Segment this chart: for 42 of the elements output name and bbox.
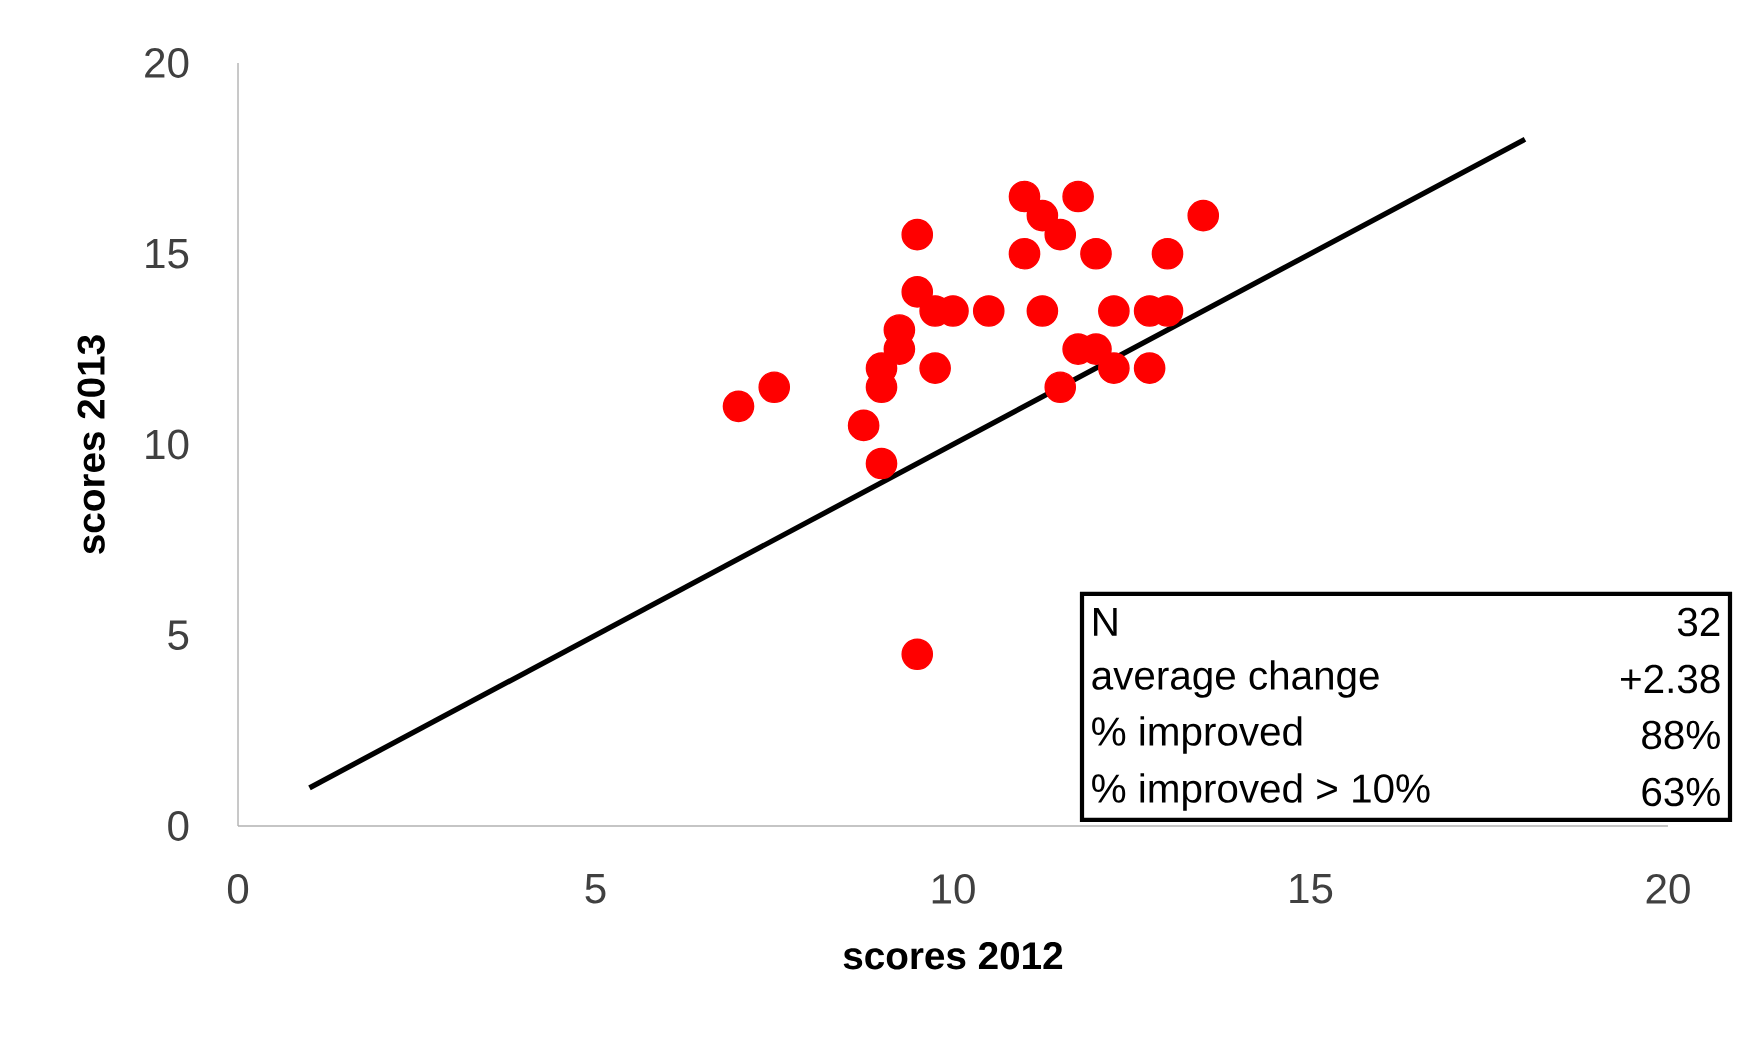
point	[901, 638, 934, 671]
point	[972, 295, 1005, 327]
annotation: average change	[1092, 660, 1379, 698]
point	[722, 390, 755, 423]
point	[1026, 199, 1059, 232]
x-tick-label: 0	[227, 874, 249, 904]
point	[1062, 180, 1094, 213]
point	[1098, 295, 1130, 327]
y-tick-label: 0	[168, 811, 189, 841]
x-axis-title: scores 2012	[843, 942, 1063, 970]
point	[1098, 352, 1130, 385]
annotation: 63%	[1642, 777, 1720, 807]
y-tick-label: 5	[168, 620, 189, 650]
point	[1044, 371, 1077, 404]
point	[919, 352, 951, 385]
point	[1133, 352, 1166, 385]
point	[1080, 237, 1112, 270]
y-tick-label: 15	[146, 239, 189, 269]
annotation: N	[1094, 608, 1117, 636]
point	[1151, 237, 1184, 270]
annotation: +2.38	[1621, 664, 1720, 694]
x-tick-label: 15	[1290, 874, 1333, 904]
annotation: 88%	[1642, 720, 1720, 750]
y-axis-title: scores 2013	[77, 335, 105, 554]
point	[758, 371, 791, 404]
point	[1187, 199, 1220, 232]
point	[1026, 295, 1059, 327]
x-tick-label: 10	[932, 874, 975, 904]
point	[847, 409, 880, 442]
point	[901, 218, 934, 251]
annotation: % improved	[1092, 716, 1302, 754]
point	[1044, 218, 1077, 251]
annotation: % improved > 10%	[1092, 773, 1430, 811]
text: 32	[1677, 607, 1720, 637]
x-tick-label: 20	[1646, 874, 1690, 904]
y-tick-label: 20	[145, 48, 189, 78]
x-tick-label: 5	[585, 874, 606, 904]
point	[901, 276, 934, 308]
point	[1008, 180, 1041, 213]
point	[865, 447, 898, 480]
point	[1008, 237, 1041, 270]
y-tick-label: 10	[146, 429, 189, 460]
